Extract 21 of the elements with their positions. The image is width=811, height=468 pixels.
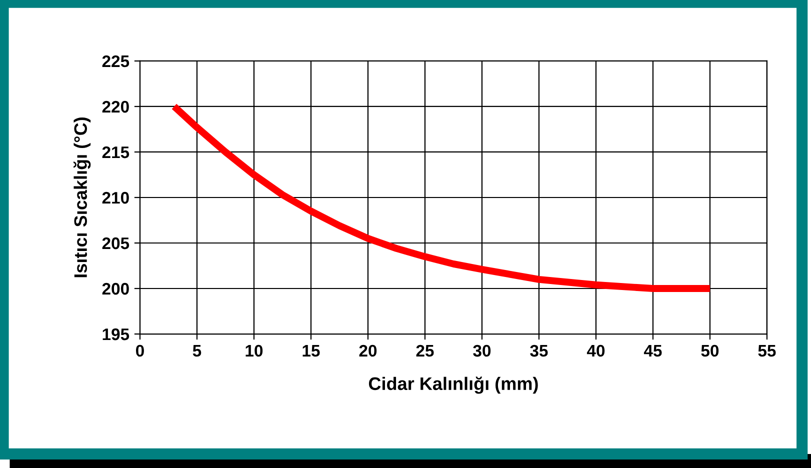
x-tick-label: 5 [192, 345, 202, 357]
x-tick-label: 0 [136, 344, 144, 357]
y-tick-label: 195 [102, 328, 130, 340]
x-tick-label: 35 [530, 344, 548, 357]
x-tick-label: 25 [416, 344, 434, 357]
x-tick-label: 55 [758, 345, 776, 357]
y-tick-label: 200 [102, 282, 129, 295]
x-tick-label: 15 [302, 345, 320, 357]
x-tick-label: 20 [359, 344, 377, 357]
y-tick-label: 225 [102, 55, 130, 68]
x-tick-label: 30 [473, 344, 491, 357]
x-tick-label: 50 [701, 344, 719, 357]
x-tick-label: 45 [644, 345, 662, 357]
y-tick-label: 205 [102, 237, 130, 250]
y-tick-label: 215 [102, 146, 130, 158]
x-tick-label: 40 [586, 344, 605, 357]
y-tick-label: 210 [102, 192, 129, 204]
y-tick-label: 220 [102, 100, 129, 113]
y-axis-title: Isıtıcı Sıcaklığı (°C) [74, 118, 91, 278]
x-tick-label: 10 [246, 344, 263, 357]
x-axis-title: Cidar Kalınlığı (mm) [368, 376, 538, 394]
